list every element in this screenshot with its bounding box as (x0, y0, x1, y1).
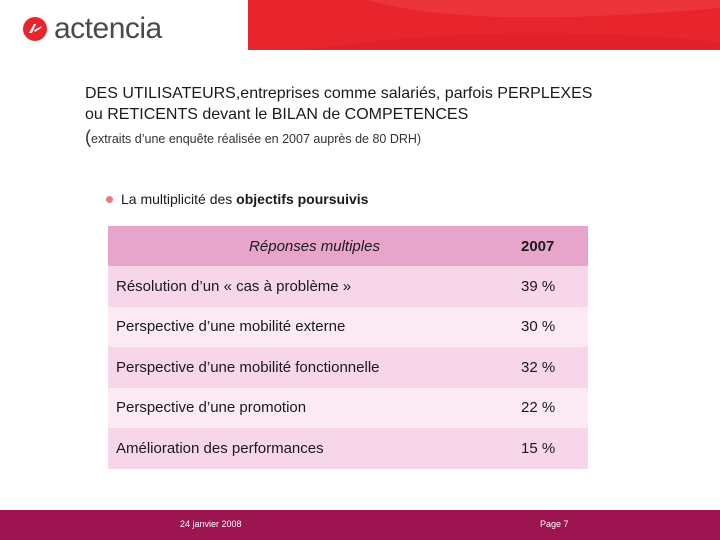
logo: actencia (22, 14, 162, 44)
bullet-text-bold: objectifs poursuivis (236, 191, 369, 207)
actencia-logo-icon (23, 17, 47, 41)
table-row: Perspective d’une mobilité externe 30 % (108, 306, 588, 347)
table-header-year: 2007 (521, 237, 555, 255)
table-header-row: Réponses multiples 2007 (108, 226, 588, 266)
header-band-decoration (248, 0, 720, 50)
header-band (248, 0, 720, 50)
table-cell-value: 32 % (521, 358, 556, 376)
table-cell-value: 39 % (521, 277, 556, 295)
results-table: Réponses multiples 2007 Résolution d’un … (108, 226, 588, 469)
table-header-responses: Réponses multiples (249, 237, 380, 255)
footer-page-number: Page 7 (540, 519, 569, 529)
table-row: Amélioration des performances 15 % (108, 428, 588, 469)
table-cell-label: Amélioration des performances (116, 439, 324, 457)
table-cell-label: Perspective d’une mobilité fonctionnelle (116, 358, 380, 376)
table-cell-value: 22 % (521, 399, 556, 417)
bullet-item: La multiplicité des objectifs poursuivis (106, 191, 368, 207)
table-cell-label: Perspective d’une promotion (116, 399, 307, 417)
footer-date: 24 janvier 2008 (180, 519, 242, 529)
slide-footer: 24 janvier 2008 Page 7 (0, 510, 720, 540)
slide-title: DES UTILISATEURS,entreprises comme salar… (85, 83, 685, 125)
title-line-2: ou RETICENTS devant le BILAN de COMPETEN… (85, 106, 469, 123)
subtitle-text: extraits d’une enquête réalisée en 2007 … (91, 132, 422, 146)
table-cell-label: Résolution d’un « cas à problème » (116, 277, 352, 295)
slide-header: actencia (0, 0, 720, 50)
table-row: Résolution d’un « cas à problème » 39 % (108, 266, 588, 307)
table-cell-value: 30 % (521, 318, 556, 336)
table-cell-label: Perspective d’une mobilité externe (116, 318, 346, 336)
table-row: Perspective d’une promotion 22 % (108, 387, 588, 428)
slide-subtitle: (extraits d’une enquête réalisée en 2007… (85, 127, 685, 148)
table-cell-value: 15 % (521, 439, 556, 457)
bullet-text-prefix: La multiplicité des (121, 191, 233, 207)
logo-text: actencia (54, 12, 162, 45)
title-line-1: DES UTILISATEURS,entreprises comme salar… (85, 85, 593, 102)
table-row: Perspective d’une mobilité fonctionnelle… (108, 347, 588, 388)
subtitle-paren: ( (85, 127, 91, 147)
bullet-dot-icon (106, 195, 113, 203)
